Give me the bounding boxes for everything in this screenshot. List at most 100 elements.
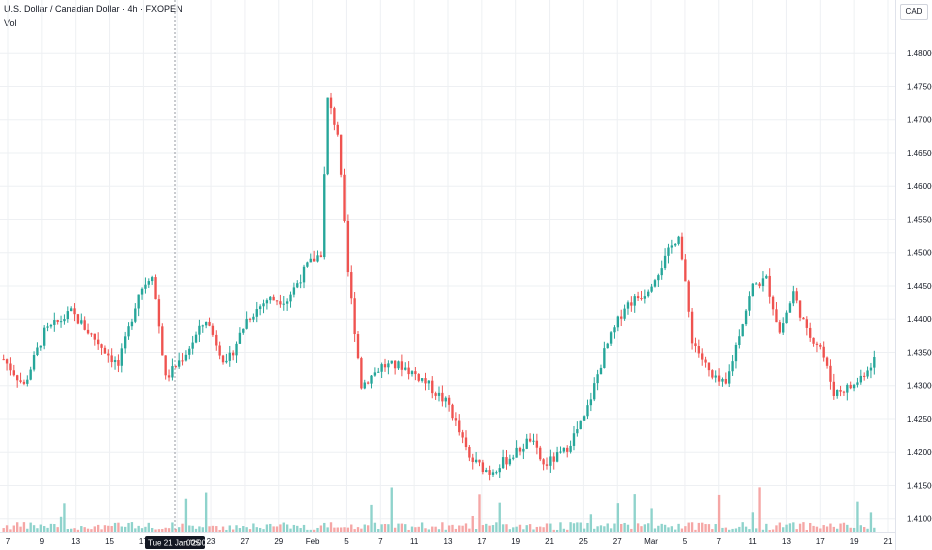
- volume-bar: [390, 487, 393, 532]
- volume-bar: [724, 527, 728, 532]
- volume-bar: [238, 528, 242, 532]
- volume-indicator-label: Vol: [4, 18, 17, 28]
- volume-bar: [765, 523, 768, 532]
- volume-bar: [19, 526, 22, 532]
- volume-bar: [140, 528, 144, 532]
- candle-body: [46, 326, 49, 328]
- candle-body: [282, 303, 285, 305]
- candle-body: [366, 382, 370, 384]
- volume-bar: [144, 526, 147, 532]
- candle-body: [69, 308, 73, 312]
- volume-bar: [744, 526, 748, 532]
- volume-bar: [495, 522, 498, 532]
- volume-bar: [670, 526, 674, 532]
- volume-bar: [360, 528, 363, 532]
- volume-bar: [275, 526, 279, 532]
- candle-body: [296, 283, 299, 288]
- volume-bar: [714, 524, 717, 532]
- volume-bar: [117, 522, 120, 532]
- candle-body: [717, 375, 721, 382]
- candle-body: [336, 124, 339, 135]
- candle-body: [316, 255, 319, 262]
- volume-bar: [815, 526, 819, 532]
- volume-bar: [43, 526, 46, 532]
- volume-bar: [447, 525, 451, 532]
- candle-body: [144, 284, 147, 289]
- volume-bar: [539, 526, 542, 532]
- candle-body: [22, 381, 26, 384]
- price-tick-label: 1.43500: [907, 348, 932, 357]
- price-tick-label: 1.45000: [907, 249, 932, 258]
- candle-body: [734, 345, 738, 362]
- volume-bar: [630, 528, 633, 532]
- volume-bar: [805, 529, 809, 532]
- volume-bar: [323, 522, 326, 532]
- candle-body: [350, 272, 353, 299]
- volume-bar: [454, 528, 458, 532]
- candle-body: [690, 311, 694, 344]
- candle-body: [728, 371, 731, 384]
- volume-bar: [80, 526, 83, 532]
- candle-body: [333, 108, 336, 125]
- volume-bar: [282, 522, 285, 532]
- candle-body: [491, 472, 495, 475]
- currency-badge[interactable]: CAD: [900, 4, 928, 20]
- candle-body: [623, 308, 626, 319]
- volume-bar: [93, 526, 96, 532]
- candle-body: [360, 358, 363, 389]
- candle-body: [444, 397, 447, 402]
- volume-bar: [302, 524, 306, 532]
- time-tick-label: Feb: [306, 537, 320, 546]
- volume-bar: [319, 525, 323, 532]
- volume-bar: [657, 525, 660, 532]
- time-tick-label: 13: [782, 537, 791, 546]
- volume-bar: [562, 528, 566, 532]
- volume-bar: [123, 526, 127, 532]
- candle-body: [505, 457, 508, 465]
- candle-body: [849, 384, 852, 389]
- candle-body: [181, 360, 184, 362]
- candle-body: [741, 324, 744, 337]
- volume-bar: [721, 527, 724, 532]
- price-tick-label: 1.41000: [907, 515, 932, 524]
- candle-body: [238, 332, 242, 344]
- volume-bar: [488, 525, 491, 532]
- volume-bar: [690, 522, 694, 532]
- candle-body: [339, 134, 343, 175]
- candle-body: [289, 294, 292, 302]
- candle-body: [545, 464, 549, 466]
- volume-bar: [491, 525, 495, 532]
- volume-bar: [248, 529, 252, 532]
- candle-body: [809, 327, 812, 338]
- volume-bar: [485, 523, 488, 532]
- volume-bar: [2, 528, 5, 532]
- candle-body: [765, 275, 768, 279]
- candle-body: [113, 359, 117, 363]
- volume-bar: [427, 529, 431, 532]
- candle-body: [751, 283, 755, 297]
- volume-bar: [414, 527, 417, 532]
- candle-body: [525, 438, 528, 449]
- volume-bar: [306, 529, 309, 532]
- volume-bar: [873, 527, 876, 532]
- candle-body: [370, 375, 373, 384]
- candle-body: [302, 266, 306, 283]
- volume-bar: [184, 498, 188, 532]
- candle-body: [414, 371, 417, 375]
- candle-body: [697, 346, 701, 354]
- candle-body: [329, 97, 333, 109]
- candle-body: [76, 314, 80, 324]
- candle-body: [407, 367, 410, 375]
- candle-body: [204, 321, 208, 326]
- candle-body: [326, 97, 329, 175]
- candle-body: [198, 325, 201, 335]
- candle-body: [832, 381, 835, 396]
- price-tick-label: 1.47000: [907, 116, 932, 125]
- volume-bar: [299, 528, 302, 532]
- volume-bar: [613, 523, 616, 532]
- volume-bar: [211, 525, 215, 532]
- volume-bar: [444, 529, 447, 532]
- price-axis: 1.48000 1.47500 1.47000 1.46500 1.46000 1.455…: [907, 49, 932, 523]
- candlesticks: [2, 92, 876, 481]
